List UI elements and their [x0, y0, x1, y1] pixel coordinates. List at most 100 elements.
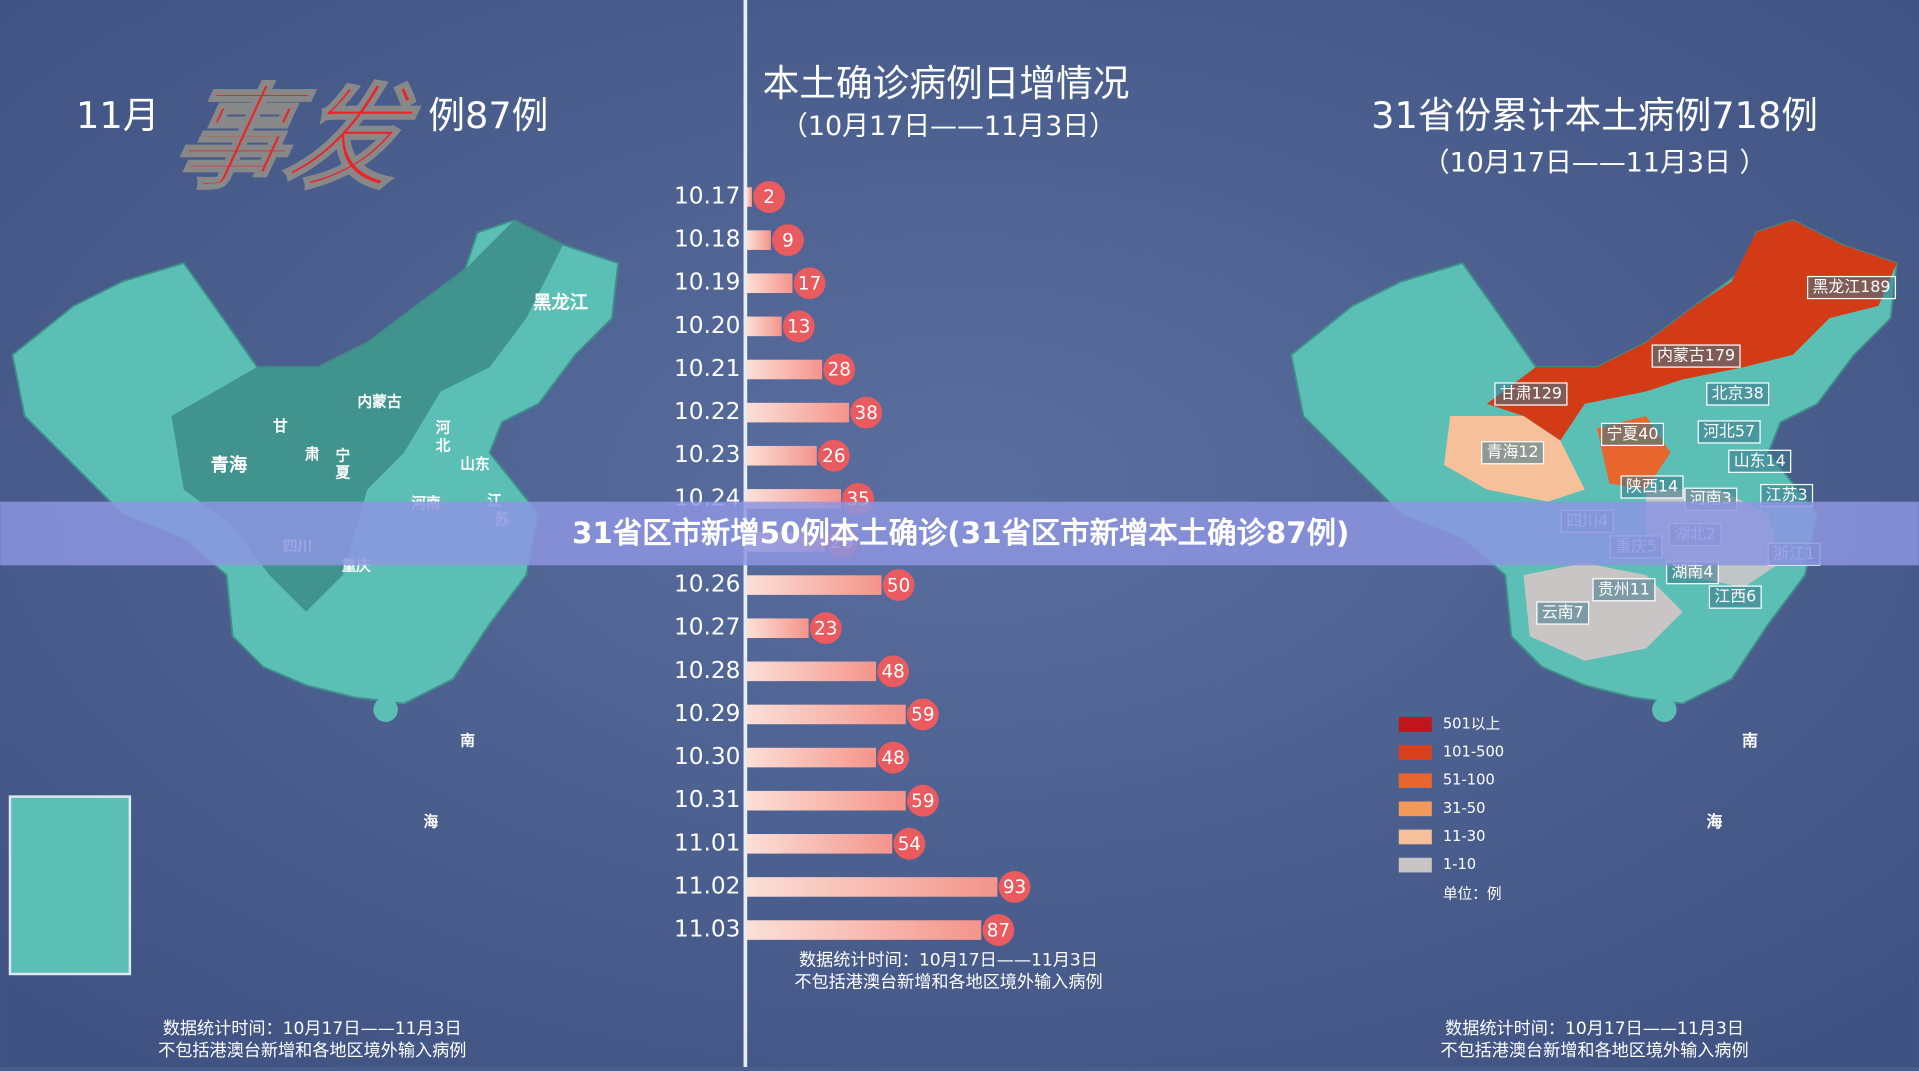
category-label: 10.29	[674, 700, 741, 727]
map-label: 甘	[273, 417, 288, 435]
logo: 事发	[162, 73, 427, 205]
footer: 不包括港澳台新增和各地区境外输入病例	[794, 973, 1102, 993]
map-label: 黑龙江	[533, 291, 588, 313]
title: 例87例	[428, 94, 548, 137]
legend-label: 101-500	[1443, 744, 1504, 761]
value-badge	[809, 612, 842, 645]
map-label: 山东	[460, 455, 490, 473]
value-badge	[877, 655, 910, 688]
unit-label: 单位：例	[1443, 885, 1502, 902]
map-label: 南	[460, 732, 475, 750]
map-label: 江苏3	[1766, 485, 1808, 504]
value-label: 50	[887, 575, 910, 596]
category-label: 11.03	[674, 916, 741, 943]
footer: 不包括港澳台新增和各地区境外输入病例	[1440, 1041, 1748, 1061]
map-label: 宁夏40	[1606, 424, 1658, 443]
category-label: 10.18	[674, 226, 741, 253]
value-label: 59	[911, 791, 934, 812]
value-label: 48	[882, 748, 905, 769]
chart-subtitle: （10月17日——11月3日）	[781, 111, 1116, 142]
bar	[746, 618, 809, 638]
bar	[746, 790, 906, 811]
value-label: 48	[882, 662, 905, 683]
value-badge	[877, 741, 910, 774]
value-label: 59	[911, 705, 934, 726]
category-label: 10.20	[674, 312, 741, 339]
value-label: 87	[987, 920, 1010, 941]
map-label: 云南7	[1542, 603, 1584, 622]
map-label: 内蒙古179	[1657, 346, 1735, 365]
bar	[746, 920, 982, 940]
value-label: 17	[798, 273, 821, 294]
map-label: 山东14	[1734, 451, 1786, 470]
label-box	[1697, 420, 1761, 444]
chart-title: 本土确诊病例日增情况	[763, 62, 1130, 105]
label-box	[1651, 344, 1741, 368]
bar	[746, 230, 771, 250]
bar	[746, 359, 823, 380]
legend-swatch	[1398, 745, 1432, 760]
label-box	[1807, 275, 1897, 300]
caption-banner	[0, 501, 1919, 566]
label-box	[1536, 601, 1590, 625]
bar	[746, 445, 817, 466]
bar	[746, 877, 998, 897]
value-label: 23	[814, 618, 837, 639]
category-label: 10.31	[674, 786, 741, 813]
category-label: 10.22	[674, 398, 741, 425]
legend-label: 31-50	[1443, 800, 1486, 817]
category-label: 10.21	[674, 355, 741, 382]
legend-swatch	[1398, 857, 1432, 873]
category-label: 10.23	[674, 441, 741, 468]
map-label: 青海	[211, 454, 248, 476]
footer: 数据统计时间：10月17日——11月3日	[1445, 1019, 1744, 1039]
map-label: 贵州11	[1598, 579, 1650, 598]
map-label: 陕西14	[1626, 477, 1678, 496]
legend-label: 501以上	[1443, 715, 1500, 732]
map-label: 肃	[305, 445, 320, 463]
category-label: 11.01	[674, 829, 741, 856]
label-box	[1728, 449, 1792, 473]
legend-label: 51-100	[1443, 772, 1495, 789]
legend-label: 11-30	[1443, 828, 1486, 845]
footer: 数据统计时间：10月17日——11月3日	[163, 1019, 462, 1039]
map-label: 黑龙江189	[1813, 277, 1891, 296]
value-badge	[823, 353, 856, 386]
legend-swatch	[1398, 717, 1432, 732]
bar	[746, 704, 906, 725]
category-label: 10.28	[674, 657, 741, 684]
footer: 数据统计时间：10月17日——11月3日	[799, 951, 1098, 971]
category-label: 10.27	[674, 614, 741, 641]
inset-map	[8, 795, 132, 976]
subtitle: （10月17日——11月3日 ）	[1423, 147, 1767, 178]
value-badge	[753, 181, 786, 213]
map-label: 河北57	[1703, 421, 1755, 440]
label-box	[1706, 382, 1770, 406]
value-badge	[782, 310, 815, 343]
map-label: 河	[436, 418, 451, 436]
category-label: 10.19	[674, 269, 741, 296]
label-box	[1708, 585, 1762, 609]
value-badge	[906, 784, 939, 817]
title: 31省份累计本土病例718例	[1371, 94, 1818, 137]
bar	[746, 575, 882, 595]
category-label: 10.30	[674, 743, 741, 770]
value-label: 13	[787, 317, 810, 338]
legend-swatch	[1398, 801, 1432, 817]
map-label: 北	[436, 438, 451, 455]
map-label: 海	[1707, 812, 1723, 831]
map-label: 湖南4	[1671, 562, 1713, 581]
map-label: 北京38	[1712, 384, 1764, 403]
value-label: 26	[822, 446, 845, 467]
value-badge	[998, 871, 1031, 903]
map-label: 青海12	[1487, 442, 1539, 461]
label-box	[1481, 441, 1545, 465]
value-badge	[882, 569, 915, 601]
bar	[746, 187, 752, 207]
value-badge	[893, 827, 926, 860]
map-label: 南	[1742, 731, 1758, 750]
bar	[746, 316, 782, 337]
category-label: 10.17	[674, 183, 741, 210]
map-label: 夏	[334, 465, 350, 482]
